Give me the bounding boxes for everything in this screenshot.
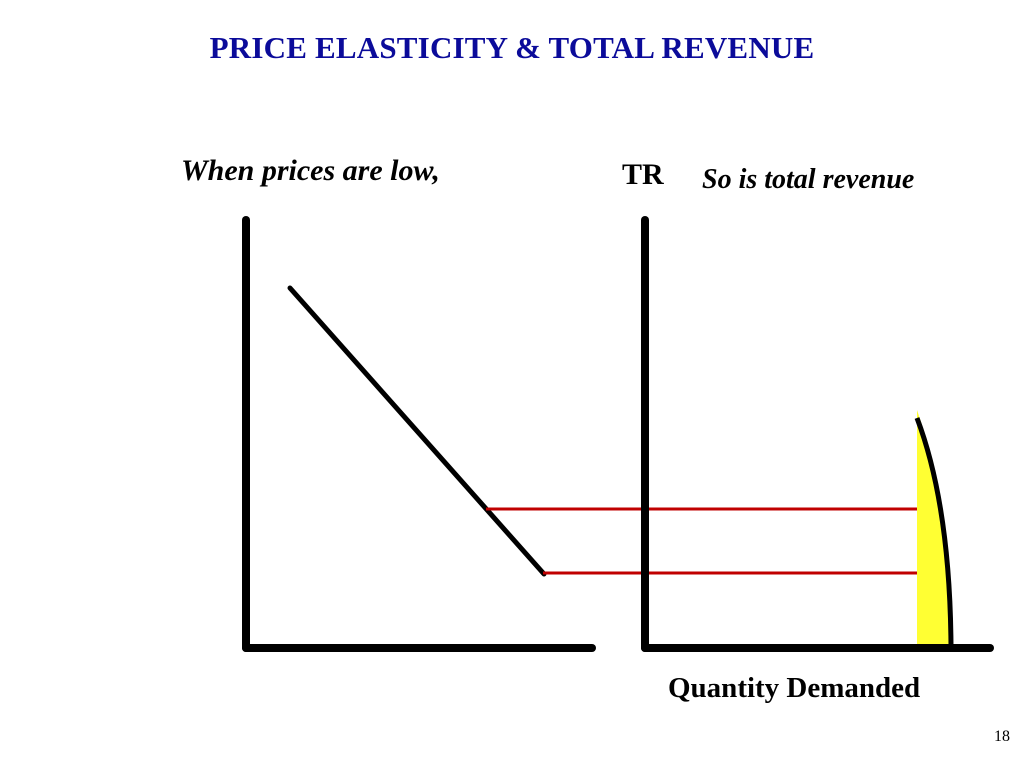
- quantity-demanded-axis-label: Quantity Demanded: [668, 672, 921, 704]
- page-number: 18: [994, 728, 1010, 745]
- left-graph-caption: When prices are low,: [181, 154, 440, 187]
- demand-curve: [287, 285, 547, 577]
- tr-axis-label: TR: [622, 158, 664, 191]
- slide-title: PRICE ELASTICITY & TOTAL REVENUE: [209, 30, 815, 65]
- total-revenue-curve: [914, 417, 954, 647]
- total-revenue-area: [917, 410, 952, 645]
- right-graph-caption: So is total revenue: [702, 164, 915, 195]
